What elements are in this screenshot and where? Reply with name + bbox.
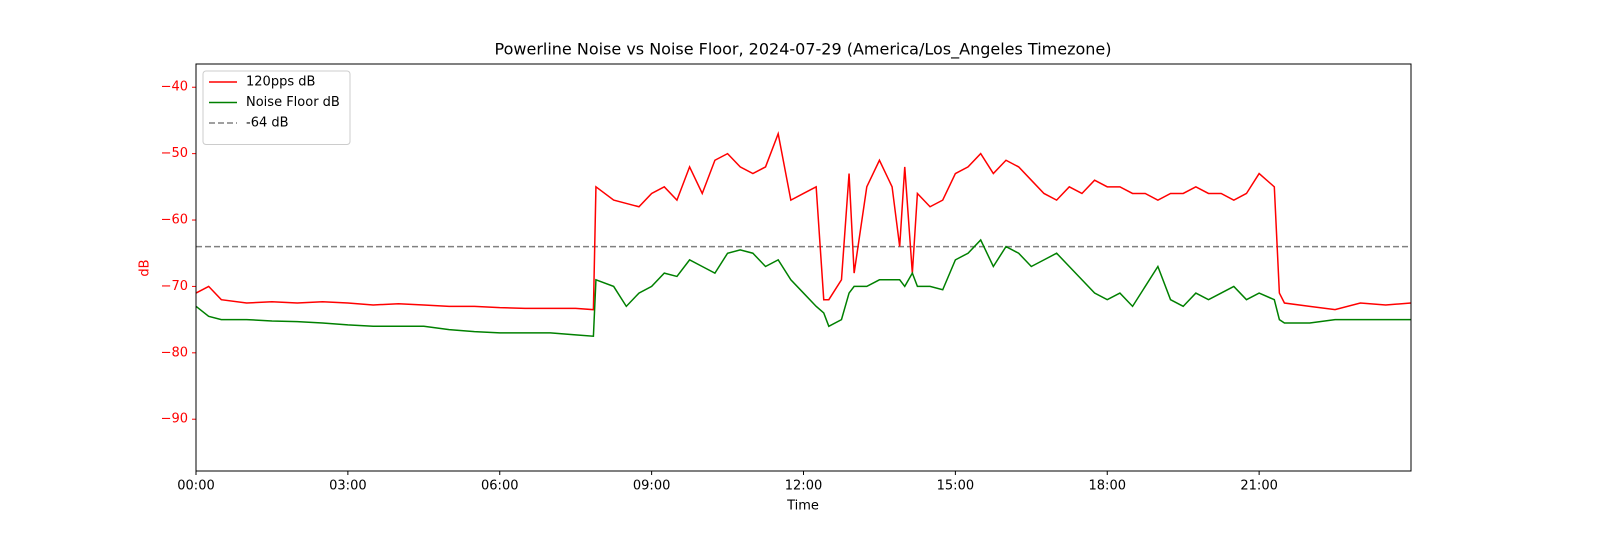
series-line (195, 130, 1412, 311)
y-tick-label: −50 (161, 146, 188, 161)
x-tick-label: 12:00 (785, 479, 822, 494)
x-tick-label: 03:00 (329, 479, 366, 494)
series-line (195, 238, 1411, 338)
x-tick-label: 18:00 (1089, 479, 1126, 494)
x-tick-label: 09:00 (633, 479, 670, 494)
plot-frame (195, 63, 1412, 472)
y-tick-label: −70 (161, 279, 188, 294)
x-tick-label: 06:00 (481, 479, 518, 494)
y-tick-label: −60 (161, 213, 188, 228)
x-tick-label: 15:00 (937, 479, 974, 494)
legend-label: -64 dB (246, 116, 289, 131)
y-axis-label: dB (138, 259, 153, 276)
x-tick-label: 21:00 (1240, 479, 1277, 494)
legend-box (202, 70, 351, 145)
chart-title: Powerline Noise vs Noise Floor, 2024-07-… (495, 40, 1112, 60)
x-tick-label: 00:00 (177, 479, 214, 494)
y-tick-label: −40 (161, 80, 188, 95)
x-axis-label: Time (786, 499, 819, 514)
y-tick-label: −80 (161, 345, 188, 360)
legend-label: 120pps dB (246, 75, 315, 90)
legend-label: Noise Floor dB (246, 95, 340, 110)
y-tick-label: −90 (161, 412, 188, 427)
